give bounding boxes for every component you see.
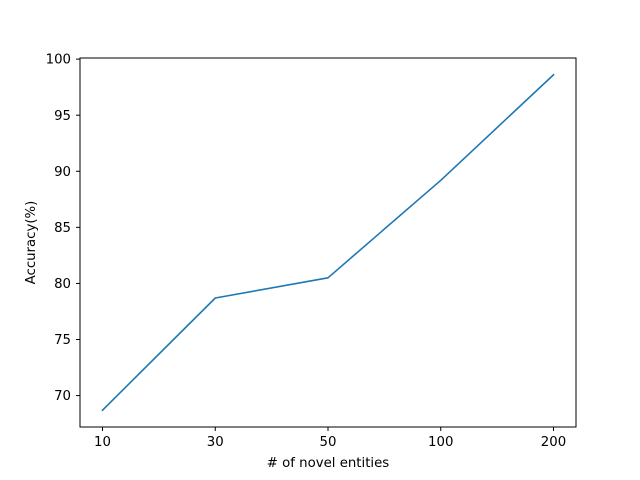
x-tick-label: 10: [94, 435, 111, 450]
x-axis-label: # of novel entities: [267, 456, 390, 471]
y-tick-label: 80: [54, 277, 71, 292]
plot-frame: [79, 57, 577, 428]
y-tick-label: 90: [54, 165, 71, 180]
series-line: [101, 73, 555, 412]
y-tick-label: 70: [54, 389, 71, 404]
series-layer: [101, 73, 555, 412]
x-tick-label: 50: [320, 435, 337, 450]
x-tick-label: 30: [207, 435, 224, 450]
y-tick-label: 75: [54, 333, 71, 348]
ticks-layer: 10 30 50 100 200 70 75 80 85 90 95 100: [46, 53, 567, 450]
y-tick-label: 95: [54, 109, 71, 124]
x-tick-label: 100: [428, 435, 453, 450]
y-axis-label: Accuracy(%): [24, 201, 39, 285]
y-tick-label: 85: [54, 221, 71, 236]
y-tick-label: 100: [46, 53, 71, 68]
x-tick-label: 200: [541, 435, 566, 450]
